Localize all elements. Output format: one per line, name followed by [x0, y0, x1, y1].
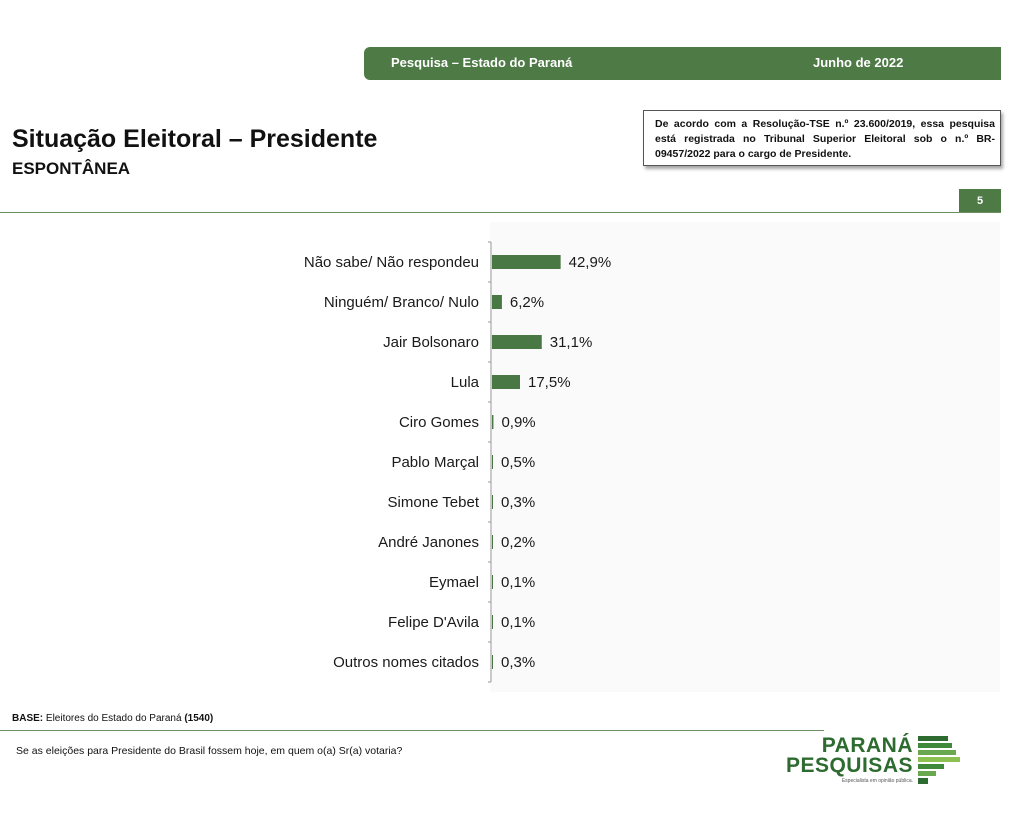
survey-date: Junho de 2022	[813, 55, 904, 70]
bar	[492, 415, 494, 429]
logo-line1: PARANÁ	[821, 734, 913, 757]
logo-stripes-icon	[918, 736, 960, 784]
base-label: BASE:	[12, 713, 44, 724]
bar	[492, 255, 561, 269]
logo-line2: PESQUISAS	[785, 754, 913, 777]
base-count: (1540)	[184, 713, 214, 724]
page-title: Situação Eleitoral – Presidente	[12, 125, 378, 153]
bar	[492, 535, 493, 549]
bar	[492, 375, 520, 389]
page-subtitle: ESPONTÂNEA	[12, 159, 131, 178]
page-number: 5	[959, 189, 1001, 213]
bar	[492, 575, 493, 589]
category-label: Jair Bolsonaro	[383, 334, 479, 351]
value-label: 31,1%	[550, 334, 593, 351]
survey-title: Pesquisa – Estado do Paraná	[391, 55, 573, 70]
chart-background	[490, 222, 1000, 692]
bar	[492, 455, 493, 469]
value-label: 0,3%	[501, 654, 535, 671]
top-divider	[0, 212, 1001, 213]
category-label: Pablo Marçal	[391, 454, 479, 471]
value-label: 0,1%	[501, 574, 535, 591]
category-label: Ciro Gomes	[399, 414, 479, 431]
bar	[492, 495, 493, 509]
bar-chart: Não sabe/ Não respondeu 42,9% Ninguém/ Bra…	[304, 241, 612, 683]
value-label: 17,5%	[528, 374, 571, 391]
survey-header-bar: Pesquisa – Estado do Paraná Junho de 202…	[364, 47, 1001, 80]
category-label: Não sabe/ Não respondeu	[304, 254, 479, 271]
parana-pesquisas-logo: PARANÁ PESQUISAS Especialista em opinião…	[786, 734, 960, 788]
tse-notice-text: De acordo com a Resolução-TSE n.º 23.600…	[655, 118, 995, 160]
bar	[492, 615, 493, 629]
bar	[492, 295, 502, 309]
value-label: 0,3%	[501, 494, 535, 511]
value-label: 42,9%	[569, 254, 612, 271]
bar	[492, 655, 493, 669]
category-label: Eymael	[429, 574, 479, 591]
tse-notice-box: De acordo com a Resolução-TSE n.º 23.600…	[643, 110, 1001, 166]
category-label: André Janones	[378, 534, 479, 551]
value-label: 0,9%	[501, 414, 535, 431]
value-label: 0,1%	[501, 614, 535, 631]
value-label: 6,2%	[510, 294, 544, 311]
bar	[492, 335, 542, 349]
category-label: Felipe D'Avila	[388, 614, 480, 631]
category-label: Lula	[451, 374, 480, 391]
value-label: 0,2%	[501, 534, 535, 551]
value-label: 0,5%	[501, 454, 535, 471]
category-label: Ninguém/ Branco/ Nulo	[324, 294, 479, 311]
base-text: Eleitores do Estado do Paraná	[45, 713, 182, 724]
base-note: BASE: Eleitores do Estado do Paraná (154…	[12, 713, 213, 724]
bottom-divider	[0, 730, 824, 731]
logo-tagline: Especialista em opinião pública.	[841, 778, 913, 784]
category-label: Simone Tebet	[388, 494, 480, 511]
category-label: Outros nomes citados	[333, 654, 479, 671]
survey-question: Se as eleições para Presidente do Brasil…	[16, 745, 403, 757]
